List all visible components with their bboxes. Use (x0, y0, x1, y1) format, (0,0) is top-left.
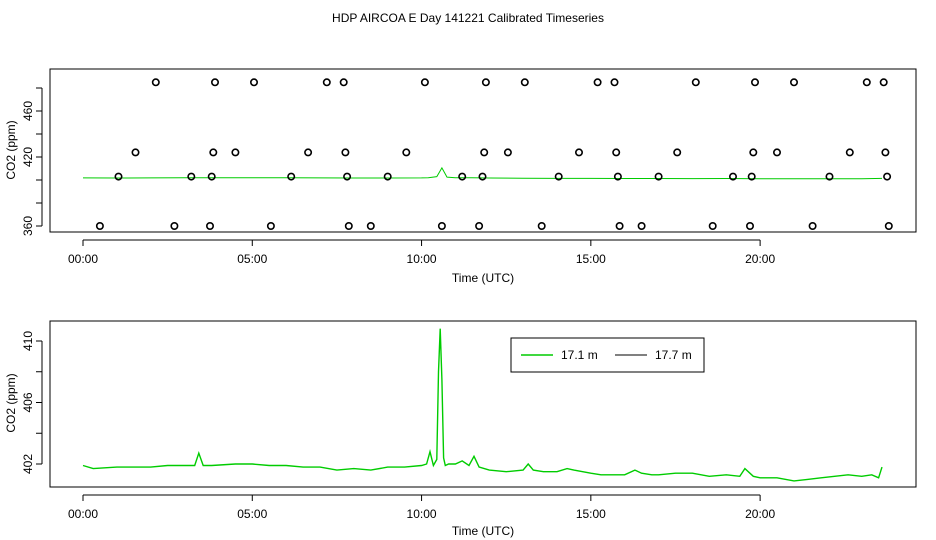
top-y-tick-label: 420 (21, 147, 35, 167)
calibration-marker (593, 78, 602, 87)
bottom-y-tick-label: 410 (21, 331, 35, 351)
calibration-marker (879, 78, 888, 87)
top-x-tick-label: 15:00 (576, 252, 606, 266)
calibration-marker (341, 148, 350, 157)
bottom-x-axis-label: Time (UTC) (452, 524, 514, 538)
legend-label-17-1m: 17.1 m (561, 348, 598, 362)
top-x-axis-label: Time (UTC) (452, 271, 514, 285)
bottom-x-axis: 00:00 05:00 10:00 15:00 20:00 (68, 494, 775, 521)
calibration-marker (287, 172, 296, 181)
top-x-tick-label: 10:00 (407, 252, 437, 266)
top-y-tick-label: 460 (21, 101, 35, 121)
calibration-marker (789, 78, 798, 87)
calibration-marker (612, 148, 621, 157)
calibration-marker (131, 148, 140, 157)
bottom-y-tick-label: 402 (21, 454, 35, 474)
calibration-marker (437, 222, 446, 231)
bottom-x-tick-label: 20:00 (745, 507, 775, 521)
calibration-marker (808, 222, 817, 231)
bottom-x-tick-label: 05:00 (237, 507, 267, 521)
bottom-plot-frame (49, 320, 917, 488)
calibration-marker (339, 78, 348, 87)
calibration-marker (615, 222, 624, 231)
calibration-marker (750, 78, 759, 87)
legend: 17.1 m 17.7 m (510, 337, 705, 373)
top-x-tick-label: 05:00 (237, 252, 267, 266)
figure-title: HDP AIRCOA E Day 141221 Calibrated Times… (332, 11, 604, 25)
calibration-marker (825, 172, 834, 181)
calibration-marker (170, 222, 179, 231)
calibration-marker (420, 78, 429, 87)
calibration-marker (209, 148, 218, 157)
calibration-marker (772, 148, 781, 157)
calibration-marker (322, 78, 331, 87)
top-panel: 00:00 05:00 10:00 15:00 20:00 360 420 460 Time… (4, 68, 917, 285)
calibration-marker (250, 78, 259, 87)
calibration-marker (343, 172, 352, 181)
calibration-marker (458, 172, 467, 181)
bottom-y-axis-label: CO2 (ppm) (4, 373, 18, 432)
calibration-marker (475, 222, 484, 231)
top-y-axis-label: CO2 (ppm) (4, 120, 18, 179)
top-calibration-markers (95, 78, 893, 231)
calibration-marker (610, 78, 619, 87)
calibration-marker (402, 148, 411, 157)
legend-label-17-7m: 17.7 m (655, 348, 692, 362)
bottom-y-tick-label: 406 (21, 392, 35, 412)
calibration-marker (747, 172, 756, 181)
calibration-marker (304, 148, 313, 157)
bottom-x-tick-label: 00:00 (68, 507, 98, 521)
bottom-x-tick-label: 10:00 (407, 507, 437, 521)
calibration-marker (654, 172, 663, 181)
calibration-marker (883, 172, 892, 181)
calibration-marker (845, 148, 854, 157)
calibration-marker (881, 148, 890, 157)
calibration-marker (691, 78, 700, 87)
calibration-marker (481, 78, 490, 87)
calibration-marker (211, 78, 220, 87)
calibration-marker (187, 172, 196, 181)
calibration-marker (207, 172, 216, 181)
calibration-marker (383, 172, 392, 181)
calibration-marker (114, 172, 123, 181)
calibration-marker (206, 222, 215, 231)
calibration-marker (95, 222, 104, 231)
calibration-marker (554, 172, 563, 181)
top-y-axis: 360 420 460 (21, 87, 43, 236)
bottom-panel: 00:00 05:00 10:00 15:00 20:00 402 406 410 Time… (4, 320, 917, 538)
calibration-marker (613, 172, 622, 181)
calibration-marker (708, 222, 717, 231)
calibration-marker (537, 222, 546, 231)
top-co2-line (82, 166, 883, 180)
calibration-marker (344, 222, 353, 231)
top-x-tick-label: 20:00 (745, 252, 775, 266)
top-series-line (82, 166, 883, 180)
calibration-marker (728, 172, 737, 181)
top-x-tick-label: 00:00 (68, 252, 98, 266)
calibration-marker (520, 78, 529, 87)
top-plot-frame (49, 68, 917, 233)
calibration-marker (673, 148, 682, 157)
calibration-marker (366, 222, 375, 231)
bottom-x-tick-label: 15:00 (576, 507, 606, 521)
calibration-marker (151, 78, 160, 87)
calibration-marker (637, 222, 646, 231)
calibration-marker (266, 222, 275, 231)
top-y-tick-label: 360 (21, 216, 35, 236)
calibration-marker (884, 222, 893, 231)
calibration-marker (749, 148, 758, 157)
calibration-marker (574, 148, 583, 157)
calibration-marker (231, 148, 240, 157)
calibration-marker (480, 148, 489, 157)
top-x-axis: 00:00 05:00 10:00 15:00 20:00 (68, 239, 775, 266)
calibration-marker (478, 172, 487, 181)
calibration-marker (862, 78, 871, 87)
bottom-y-axis: 402 406 410 (21, 331, 43, 474)
calibration-marker (503, 148, 512, 157)
bottom-co2-line-17-1m (82, 328, 883, 482)
calibration-marker (745, 222, 754, 231)
